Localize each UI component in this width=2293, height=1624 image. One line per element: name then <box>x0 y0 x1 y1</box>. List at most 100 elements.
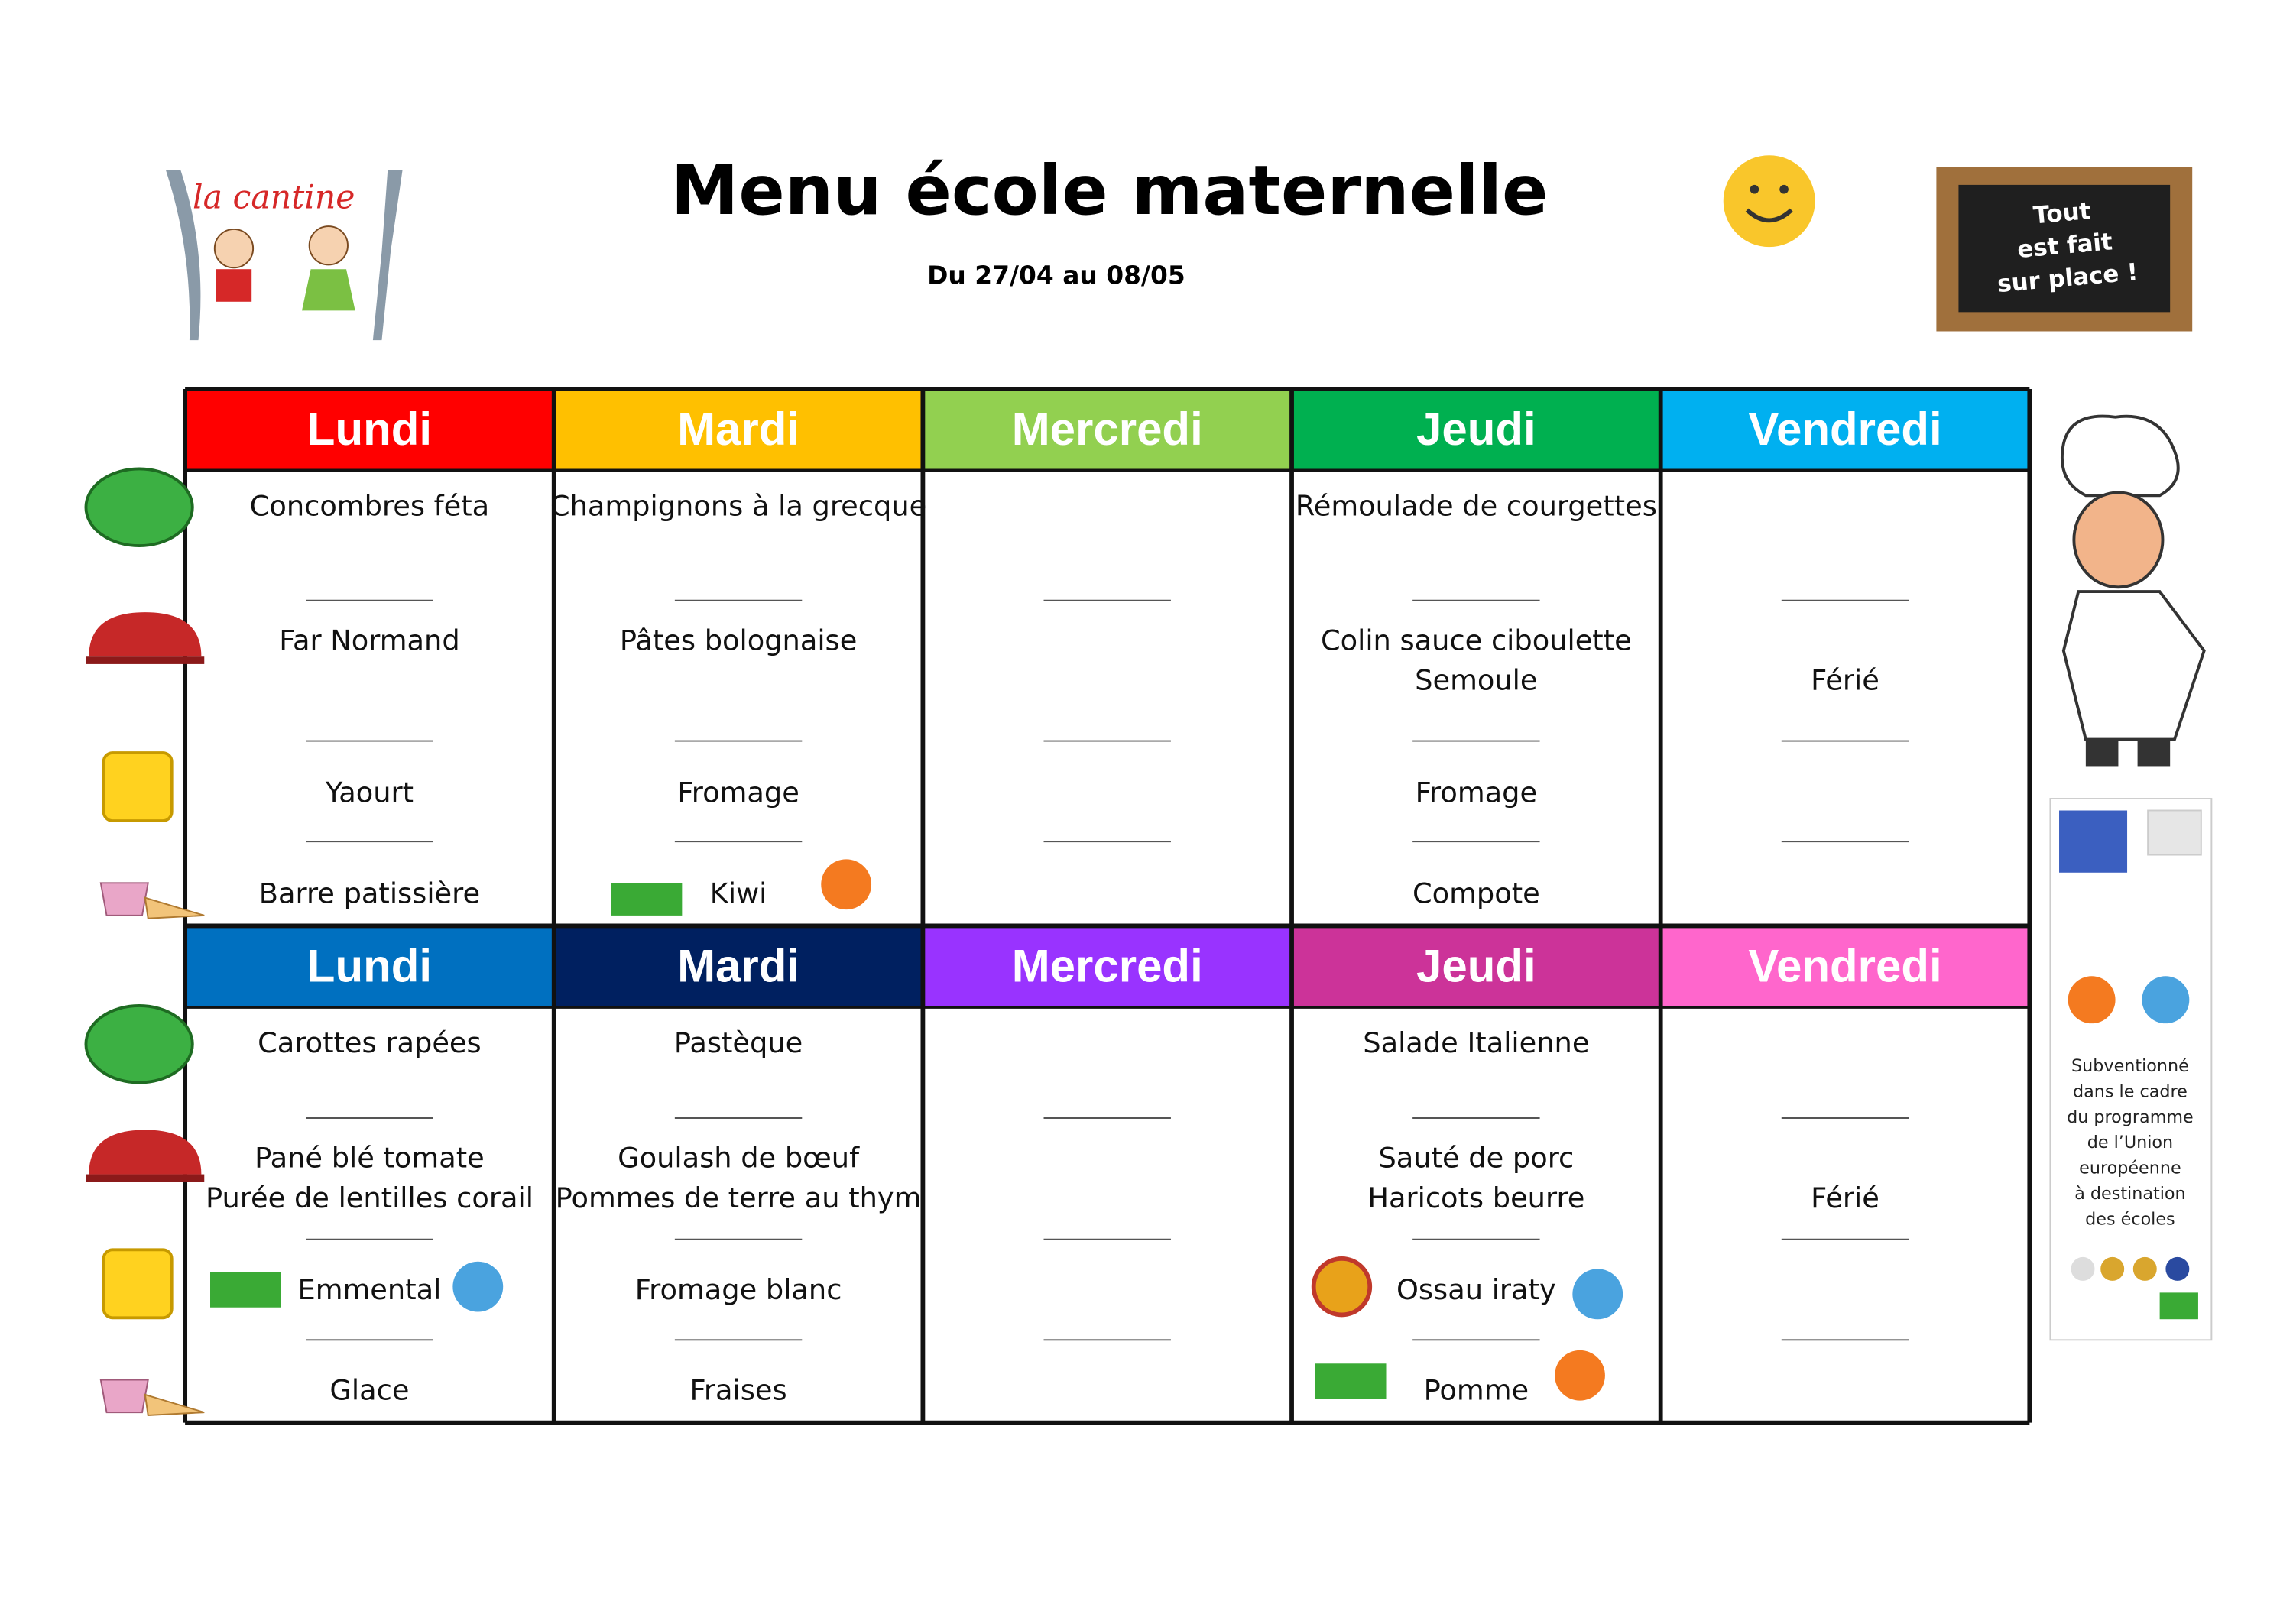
cheese-icon <box>102 1248 174 1320</box>
pizza-icon <box>144 1393 205 1417</box>
fruit-badge <box>1555 1350 1605 1401</box>
day-name: Vendredi <box>1748 404 1941 455</box>
milk-badge <box>1572 1269 1623 1320</box>
menu-item: Pané blé tomate <box>255 1142 485 1175</box>
kid-head <box>308 225 349 266</box>
chef-shoe <box>2137 739 2171 767</box>
menu-item: Colin sauce ciboulette <box>1321 624 1632 656</box>
menu-item: Carottes rapées <box>258 1026 482 1059</box>
salad-icon <box>84 1004 194 1084</box>
subsidy-text: à destination <box>2074 1184 2185 1204</box>
menu-item: Pommes de terre au thym <box>556 1182 922 1214</box>
day-header <box>185 388 554 471</box>
menu-item: Salade Italienne <box>1363 1026 1589 1059</box>
menu-item: Barre patissière <box>259 877 480 909</box>
smiley-eye <box>1750 184 1759 194</box>
fruit-logo <box>2068 976 2116 1024</box>
day-name: Mardi <box>677 940 799 991</box>
title: Menu école maternelle <box>671 151 1549 230</box>
ab-logo <box>2159 1292 2198 1320</box>
label-logo <box>2100 1256 2125 1281</box>
kid-head <box>213 228 255 269</box>
day-name: Vendredi <box>1748 940 1941 991</box>
fork <box>372 170 403 341</box>
ab-badge <box>611 883 683 916</box>
day-name: Jeudi <box>1416 404 1536 455</box>
day-header <box>1660 388 2030 471</box>
menu-item: Pomme <box>1424 1374 1529 1407</box>
day-header <box>1292 925 1661 1007</box>
menu-item: Pâtes bolognaise <box>620 624 858 656</box>
chef <box>2060 414 2206 767</box>
day-header <box>553 388 923 471</box>
day-name: Mercredi <box>1012 940 1203 991</box>
chef-face <box>2072 491 2165 589</box>
day-header <box>1660 925 2030 1007</box>
menu-item: Goulash de bœuf <box>618 1142 860 1175</box>
subsidy-text: européenne <box>2079 1159 2181 1178</box>
menu-item: Sauté de porc <box>1378 1142 1574 1175</box>
milk-badge <box>452 1261 504 1312</box>
menu-item: Haricots beurre <box>1367 1182 1584 1214</box>
menu-item: Semoule <box>1415 664 1537 697</box>
subsidy-panel: Subventionné dans le cadre du programme de … <box>2049 798 2213 1341</box>
cheese-icon <box>102 751 174 822</box>
menu-item: Pastèque <box>674 1026 803 1059</box>
milk-logo <box>2142 976 2190 1024</box>
label-logo <box>2132 1256 2157 1281</box>
menu-item: Purée de lentilles corail <box>206 1182 534 1214</box>
day-name: Mercredi <box>1012 404 1203 455</box>
ab-badge <box>210 1272 281 1308</box>
menu-item: Fraises <box>689 1374 786 1407</box>
day-header <box>923 388 1292 471</box>
menu-item: Fromage <box>677 776 799 809</box>
chef-body <box>2061 590 2206 741</box>
chef-hat <box>2060 414 2180 498</box>
ministry-logo <box>2147 809 2202 856</box>
menu-item: Yaourt <box>325 776 414 809</box>
logo-text: la cantine <box>193 178 355 216</box>
board <box>1958 184 2171 313</box>
subtitle: Du 27/04 au 08/05 <box>927 260 1185 290</box>
menu-item: Glace <box>329 1374 409 1407</box>
cloche-base <box>86 1174 205 1182</box>
day-header <box>553 925 923 1007</box>
kid-body <box>216 269 252 302</box>
board-text: Tout <box>2032 197 2092 229</box>
subsidy-text: dans le cadre <box>2073 1081 2188 1101</box>
cake-icon <box>99 882 149 916</box>
day-name: Jeudi <box>1416 940 1536 991</box>
menu-item: Fromage blanc <box>635 1273 842 1306</box>
cloche-base <box>86 656 205 664</box>
cloche-icon <box>89 1130 202 1175</box>
smiley-eye <box>1779 184 1789 194</box>
cloche-icon <box>89 612 202 657</box>
day-header <box>185 925 554 1007</box>
menu-item: Férié <box>1811 1182 1879 1214</box>
subsidy-text: Subventionné <box>2071 1056 2189 1076</box>
menu-item: Férié <box>1811 664 1879 697</box>
salad-icon <box>84 467 194 548</box>
menu-item: Kiwi <box>710 877 767 909</box>
menu-item: Rémoulade de courgettes <box>1296 489 1657 522</box>
menu-item: Concombres féta <box>250 489 489 522</box>
subsidy-text: de l’Union <box>2087 1133 2173 1152</box>
day-name: Lundi <box>307 404 432 455</box>
menu-item: Fromage <box>1416 776 1538 809</box>
smiley <box>1723 155 1815 248</box>
menu-item: Champignons à la grecque <box>550 489 926 522</box>
day-header <box>1292 388 1661 471</box>
cantine-logo: la cantine <box>165 170 403 341</box>
pizza-icon <box>144 896 205 919</box>
cake-icon <box>99 1379 149 1414</box>
badges <box>210 859 1623 1401</box>
chef-shoe <box>2085 739 2119 767</box>
knife <box>165 170 201 341</box>
day-header <box>923 925 1292 1007</box>
subsidy-text: du programme <box>2067 1107 2194 1127</box>
label-logo <box>2165 1256 2190 1281</box>
ab-badge <box>1315 1363 1387 1399</box>
